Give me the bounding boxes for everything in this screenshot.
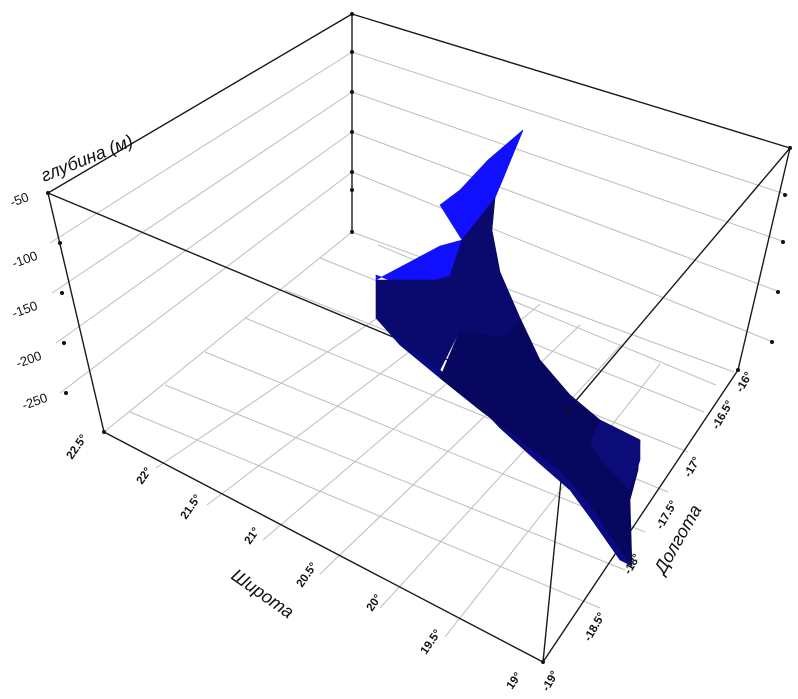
axis-frame: [47, 13, 791, 663]
x-tick-label: 21°: [243, 525, 263, 546]
tick-dot: [46, 191, 50, 195]
tick-dot: [770, 340, 774, 344]
back-left-wall-grid: [47, 13, 353, 433]
z-tick-label: -200: [14, 348, 44, 371]
y-tick-label: -16°: [734, 370, 755, 395]
x-tick-label: 19°: [505, 670, 525, 691]
tick-dot: [64, 391, 68, 395]
surface-face-4: [439, 317, 641, 567]
depth-surface: [375, 129, 641, 567]
x-tick-label: 21.5°: [179, 492, 205, 521]
tick-dot: [541, 660, 545, 664]
x-tick-label: 22.5°: [65, 432, 91, 461]
surface-face-5: [589, 419, 641, 491]
y-tick-label: -19°: [540, 669, 561, 694]
tick-dot: [102, 430, 106, 434]
tick-dot: [566, 408, 570, 412]
x-tick-label: 20°: [365, 592, 385, 613]
tick-dot: [350, 230, 354, 234]
x-axis-ticks: 22.5° 22° 21.5° 21° 20.5° 20° 19.5° 19°: [65, 432, 525, 691]
tick-dot: [350, 130, 354, 134]
tick-dot: [350, 12, 354, 16]
tick-dot: [783, 193, 787, 197]
z-axis-ticks: -50 -100 -150 -200 -250: [8, 189, 50, 413]
z-tick-label: -150: [10, 298, 40, 321]
z-tick-label: -50: [8, 189, 31, 210]
tick-dot: [788, 146, 792, 150]
y-tick-label: -18.5°: [582, 610, 608, 643]
tick-dot: [350, 50, 354, 54]
tick-dot: [776, 290, 780, 294]
y-axis-title: Долгота: [649, 501, 705, 578]
tick-dot: [62, 341, 66, 345]
tick-dot: [58, 241, 62, 245]
x-tick-label: 19.5°: [419, 627, 445, 656]
tick-dot: [781, 240, 785, 244]
z-axis-title: глубина (м): [38, 131, 136, 186]
tick-dot: [60, 291, 64, 295]
floor-grid: [129, 244, 717, 638]
tick-dot: [350, 90, 354, 94]
x-tick-label: 22°: [135, 465, 155, 486]
y-tick-label: -16.5°: [710, 398, 736, 431]
tick-dot: [350, 188, 354, 192]
tick-dot: [350, 170, 354, 174]
tick-dot: [736, 368, 740, 372]
z-tick-label: -100: [10, 248, 40, 271]
x-axis-title: Широта: [228, 565, 298, 622]
z-tick-label: -250: [20, 390, 50, 413]
x-tick-label: 20.5°: [295, 560, 321, 589]
y-tick-label: -17°: [682, 455, 703, 480]
tick-markers: [46, 12, 792, 664]
